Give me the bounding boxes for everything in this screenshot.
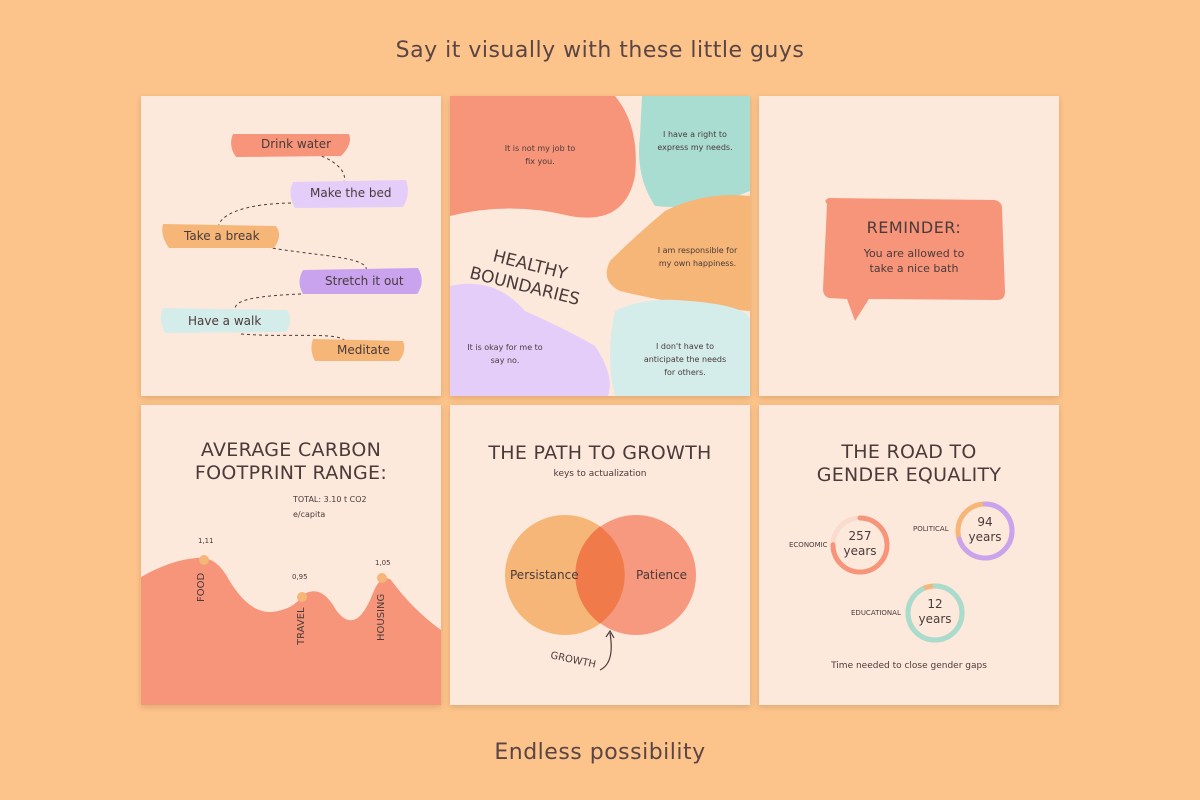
blob-mint <box>639 96 750 207</box>
blob-orange <box>606 195 750 311</box>
carbon-wave-chart <box>141 555 441 705</box>
todo-item-walk: Have a walk <box>188 314 262 328</box>
educational-value: 12 years <box>918 597 952 626</box>
housing-point <box>377 573 387 583</box>
todo-item-drink-water: Drink water <box>261 137 332 151</box>
page-heading: Say it visually with these little guys <box>395 38 805 63</box>
todo-item-meditate: Meditate <box>337 343 390 357</box>
boundary-text-express-needs: I have a right to express my needs. <box>657 130 733 152</box>
boundaries-blobs <box>450 96 750 396</box>
todo-item-take-break: Take a break <box>184 229 260 243</box>
food-point <box>199 555 209 565</box>
political-ring <box>955 501 1015 561</box>
page-footer-caption: Endless possibility <box>494 740 706 765</box>
venn-left-label: Persistance <box>510 568 579 582</box>
venn-right-label: Patience <box>636 568 688 582</box>
reminder-title: REMINDER: <box>866 218 962 237</box>
growth-subtitle: keys to actualization <box>553 469 647 479</box>
todo-item-make-bed: Make the bed <box>310 186 392 200</box>
carbon-total: TOTAL: 3.10 t CO2 e/capita <box>293 495 367 519</box>
political-label: POLITICAL <box>913 525 949 533</box>
boundary-text-say-no: It is okay for me to say no. <box>467 343 543 365</box>
travel-label: TRAVEL <box>296 607 307 645</box>
blob-light-blue <box>610 299 750 396</box>
blob-coral <box>450 96 636 218</box>
card-gender-equality: THE ROAD TO GENDER EQUALITY ECONOMIC POLI… <box>759 405 1059 705</box>
growth-title: THE PATH TO GROWTH <box>488 442 712 464</box>
todo-path-graphic <box>160 134 422 361</box>
gender-footnote: Time needed to close gender gaps <box>831 661 987 671</box>
growth-arrow <box>599 632 612 671</box>
political-value: 94 years <box>968 515 1002 544</box>
walk-pill-shape <box>160 308 291 333</box>
economic-ring <box>830 515 890 575</box>
economic-label: ECONOMIC <box>789 541 828 549</box>
travel-point <box>297 592 307 602</box>
economic-value: 257 years <box>843 529 877 558</box>
card-healthy-boundaries: It is not my job to fix you. I have a rig… <box>450 96 750 396</box>
card-carbon-footprint: AVERAGE CARBON FOOTPRINT RANGE: TOTAL: 3.… <box>141 405 441 705</box>
meditate-pill-shape <box>311 339 405 361</box>
food-label: FOOD <box>196 572 207 602</box>
todo-item-stretch: Stretch it out <box>325 274 404 288</box>
make-bed-pill-shape <box>290 180 408 208</box>
card-todo-list: Drink water Make the bed Take a break St… <box>141 96 441 396</box>
boundary-text-own-happiness: I am responsible for my own happiness. <box>657 246 738 268</box>
boundary-text-fix-you: It is not my job to fix you. <box>504 144 576 166</box>
speech-bubble <box>823 198 1005 321</box>
travel-value: 0,95 <box>292 573 308 581</box>
educational-ring <box>905 583 965 643</box>
carbon-area <box>141 557 441 705</box>
drink-water-pill-shape <box>231 134 350 157</box>
housing-label: HOUSING <box>376 593 387 641</box>
gender-title: THE ROAD TO GENDER EQUALITY <box>816 441 1002 486</box>
take-break-pill-shape <box>162 224 280 248</box>
card-reminder: REMINDER: You are allowed to take a nice … <box>759 96 1059 396</box>
carbon-title: AVERAGE CARBON FOOTPRINT RANGE: <box>194 439 388 484</box>
gender-rings <box>830 501 1015 643</box>
reminder-message: You are allowed to take a nice bath <box>863 247 965 275</box>
stretch-pill-shape <box>299 268 422 294</box>
venn-intersection <box>575 526 625 624</box>
housing-value: 1,05 <box>375 559 391 567</box>
card-path-to-growth: THE PATH TO GROWTH keys to actualization… <box>450 405 750 705</box>
blob-lavender <box>450 283 610 396</box>
educational-label: EDUCATIONAL <box>851 609 901 617</box>
food-value: 1,11 <box>198 537 214 545</box>
boundary-text-anticipate-needs: I don't have to anticipate the needs for o… <box>643 342 727 377</box>
venn-diagram <box>505 515 696 671</box>
